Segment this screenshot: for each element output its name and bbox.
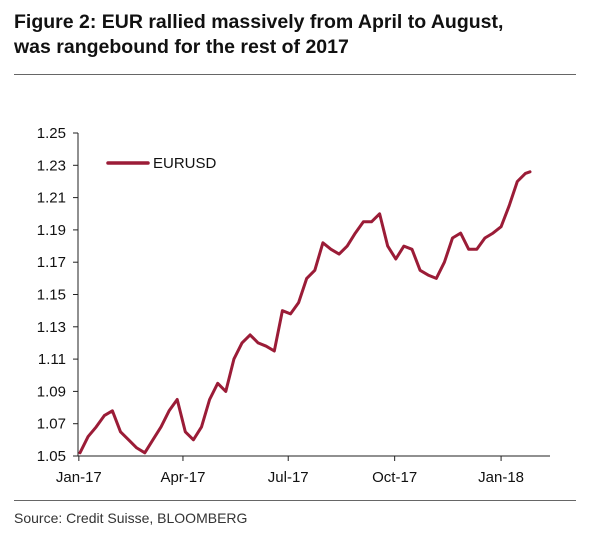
y-tick-label: 1.11	[38, 351, 66, 368]
data-point	[127, 439, 130, 441]
top-divider	[14, 74, 576, 75]
data-point	[257, 342, 259, 344]
data-point	[249, 334, 251, 336]
data-point	[225, 390, 227, 393]
data-point	[403, 245, 405, 247]
data-point	[208, 398, 211, 401]
data-point	[265, 345, 268, 348]
x-tick-label: Jan-17	[56, 469, 102, 486]
data-point	[370, 221, 373, 223]
data-point	[362, 221, 365, 223]
x-tick-label: Apr-17	[160, 469, 205, 486]
source-note: Source: Credit Suisse, BLOOMBERG	[14, 510, 248, 526]
data-point	[184, 431, 187, 433]
data-point	[144, 452, 146, 454]
data-point	[508, 204, 511, 207]
x-axis: Jan-17 Apr-17 Jul-17 Oct-17 Jan-18	[56, 455, 550, 486]
data-point	[492, 232, 494, 234]
data-point	[111, 410, 114, 412]
data-point	[378, 213, 381, 215]
data-point	[200, 426, 203, 428]
data-point	[233, 358, 235, 360]
data-point	[484, 237, 486, 239]
y-tick-label: 1.07	[37, 416, 66, 433]
data-point	[79, 452, 81, 454]
title-block: Figure 2: EUR rallied massively from Apr…	[14, 10, 584, 60]
data-point	[152, 439, 154, 441]
y-tick-label: 1.25	[37, 125, 66, 142]
data-point	[516, 180, 519, 183]
legend: EURUSD	[106, 155, 217, 172]
data-point	[103, 414, 106, 417]
y-tick-label: 1.13	[37, 319, 66, 336]
data-point	[338, 253, 340, 255]
data-point	[281, 309, 284, 312]
data-point	[273, 350, 276, 352]
data-point	[500, 225, 502, 228]
data-point	[241, 342, 243, 344]
data-point	[160, 426, 162, 428]
data-point	[386, 245, 389, 247]
data-point	[419, 269, 421, 272]
y-tick-label: 1.21	[37, 190, 66, 207]
data-point	[411, 248, 413, 251]
data-point	[524, 172, 527, 175]
data-point	[176, 398, 178, 401]
data-point	[322, 242, 324, 244]
legend-label: EURUSD	[153, 155, 217, 172]
data-point	[346, 245, 349, 247]
data-point	[395, 258, 397, 260]
series-layer	[78, 170, 532, 455]
data-point	[443, 261, 446, 264]
data-point	[459, 232, 462, 234]
data-point	[119, 431, 122, 433]
data-point	[135, 447, 138, 449]
chart-title-line-2: was rangebound for the rest of 2017	[14, 36, 349, 58]
data-point	[435, 277, 438, 280]
chart-title-line-1: Figure 2: EUR rallied massively from Apr…	[14, 11, 504, 33]
bottom-divider	[14, 500, 576, 501]
y-tick-label: 1.09	[37, 383, 66, 400]
data-point	[297, 301, 300, 304]
data-point	[305, 277, 308, 280]
data-point	[451, 237, 454, 239]
data-point	[354, 232, 357, 234]
data-point	[529, 171, 531, 173]
y-axis: 1.05 1.07 1.09 1.11 1.13 1.15 1.17 1.19 1.21 1.23…	[37, 125, 79, 465]
line-chart: 1.05 1.07 1.09 1.11 1.13 1.15 1.17 1.19 1.21 1.23…	[37, 125, 550, 486]
x-tick-label: Jan-18	[478, 469, 524, 486]
data-point	[427, 274, 430, 276]
series-line-eurusd	[78, 170, 532, 455]
data-point	[330, 248, 332, 251]
data-point	[476, 248, 478, 251]
y-tick-label: 1.19	[37, 222, 66, 239]
y-tick-label: 1.23	[37, 157, 66, 174]
x-tick-label: Jul-17	[268, 469, 309, 486]
data-point	[87, 435, 89, 438]
data-point	[467, 248, 470, 251]
data-point	[168, 410, 170, 412]
data-point	[192, 439, 195, 441]
y-tick-label: 1.15	[37, 287, 66, 304]
y-tick-label: 1.05	[37, 448, 66, 465]
data-point	[95, 426, 97, 428]
y-tick-label: 1.17	[37, 254, 66, 271]
x-tick-label: Oct-17	[372, 469, 417, 486]
data-point	[314, 269, 316, 272]
data-point	[216, 382, 219, 385]
data-point	[289, 313, 292, 315]
